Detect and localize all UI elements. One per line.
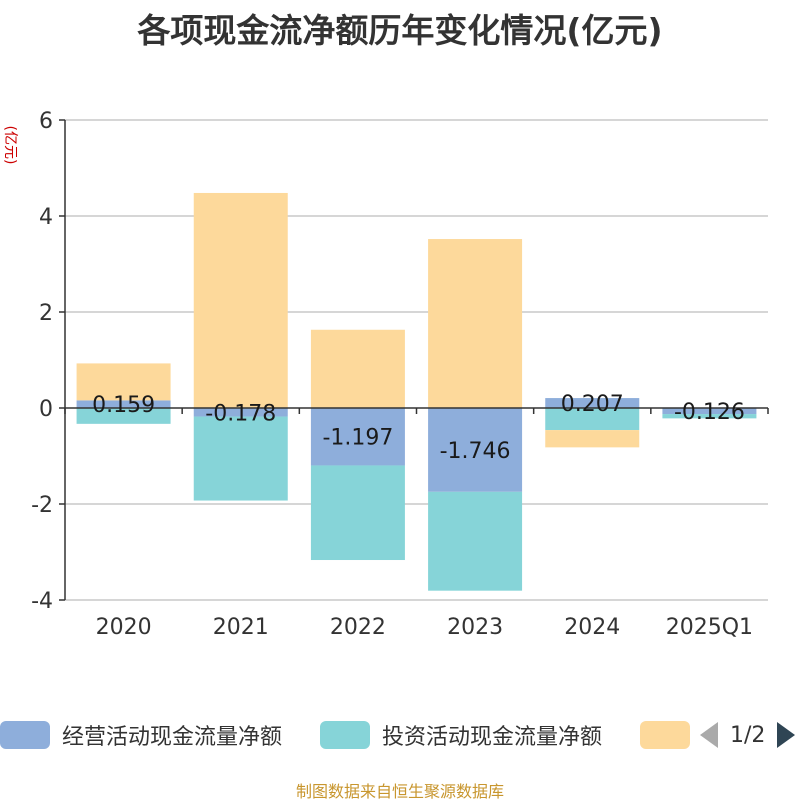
bar-s2-2024 (545, 430, 640, 448)
bar-s2-2022 (310, 329, 405, 408)
chart-title: 各项现金流净额历年变化情况(亿元) (137, 11, 663, 50)
y-tick-label--4: -4 (31, 589, 53, 614)
axis-layer: 6 4 2 0 -2 -4 (亿元) 2020 2021 2022 2023 2024 2025Q1 (2, 109, 769, 640)
bar-s1-2021 (193, 416, 288, 501)
pager-prev-icon[interactable] (700, 722, 718, 748)
y-tick-label-6: 6 (39, 109, 53, 134)
y-tick-label-4: 4 (39, 205, 53, 230)
legend-pager: 1/2 (700, 720, 796, 750)
bar-s1-2023 (428, 491, 523, 591)
data-label-2021: -0.178 (205, 401, 276, 426)
bar-s1-2024 (545, 408, 640, 431)
bar-s0-2020 (76, 400, 171, 408)
bar-s0-2022 (310, 408, 405, 466)
bar-s0-2024 (545, 398, 640, 408)
legend-label-investing: 投资活动现金流量净额 (382, 725, 603, 750)
label-layer: 0.159 -0.178 -1.197 -1.746 0.207 -0.126 (92, 392, 745, 464)
bar-s1-2020 (76, 408, 171, 424)
legend-swatch-financing (640, 721, 690, 749)
bar-s0-2025Q1 (662, 408, 757, 415)
legend-label-operating: 经营活动现金流量净额 (62, 725, 283, 750)
bar-s2-2020 (76, 363, 171, 401)
bar-s1-2022 (310, 465, 405, 561)
x-tick-label-2022: 2022 (330, 615, 386, 640)
legend-swatch-operating (0, 721, 50, 749)
grid-layer (65, 119, 768, 601)
legend-swatch-investing (320, 721, 370, 749)
y-tick-label-0: 0 (39, 397, 53, 422)
y-tick-label--2: -2 (31, 493, 53, 518)
legend-item-operating[interactable]: 经营活动现金流量净额 (0, 720, 282, 750)
legend-item-financing[interactable] (640, 720, 690, 750)
y-tick-label-2: 2 (39, 301, 53, 326)
bar-s0-2021 (193, 408, 288, 417)
x-tick-label-2025Q1: 2025Q1 (666, 615, 753, 640)
legend-item-investing[interactable]: 投资活动现金流量净额 (320, 720, 602, 750)
data-label-2020: 0.159 (92, 393, 155, 418)
data-label-2025Q1: -0.126 (674, 400, 745, 425)
bar-s0-2023 (428, 408, 523, 492)
pager-next-icon[interactable] (777, 722, 796, 748)
bar-s1-2025Q1 (662, 414, 757, 419)
bar-s2-2023 (428, 239, 523, 408)
x-tick-label-2020: 2020 (96, 615, 152, 640)
y-axis-unit-label: (亿元) (2, 126, 18, 165)
bar-layer (76, 192, 757, 591)
pager-text: 1/2 (730, 722, 766, 748)
x-tick-label-2024: 2024 (564, 615, 620, 640)
x-tick-label-2023: 2023 (447, 615, 503, 640)
data-label-2022: -1.197 (322, 426, 393, 451)
source-note: 制图数据来自恒生聚源数据库 (295, 782, 504, 801)
data-label-2023: -1.746 (440, 439, 511, 464)
legend: 经营活动现金流量净额 投资活动现金流量净额 1/2 (0, 716, 800, 756)
data-label-2024: 0.207 (561, 392, 624, 417)
bar-s2-2021 (193, 192, 288, 408)
chart-plot: 6 4 2 0 -2 -4 (亿元) 2020 2021 2022 2023 2024 2025Q1 0… (2, 109, 769, 640)
x-tick-label-2021: 2021 (213, 615, 269, 640)
